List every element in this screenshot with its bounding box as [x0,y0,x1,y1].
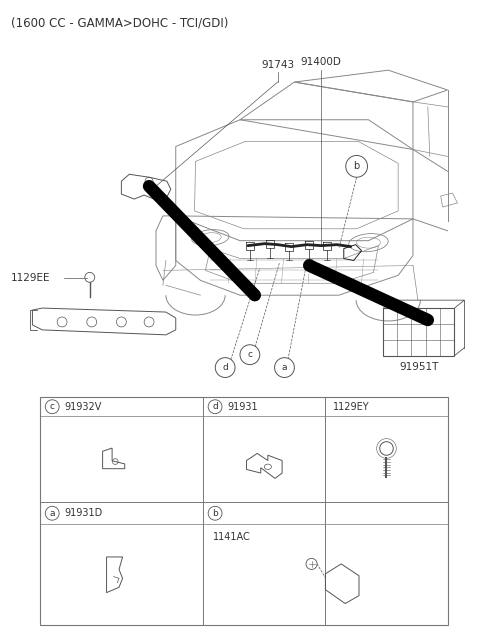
Bar [40,398,447,625]
Text: 91743: 91743 [261,60,294,70]
Text: (1600 CC - GAMMA>DOHC - TCI/GDI): (1600 CC - GAMMA>DOHC - TCI/GDI) [11,16,228,30]
Text: 91931D: 91931D [64,508,102,518]
Text: b: b [353,161,360,171]
Text: d: d [212,402,218,411]
Text: a: a [282,363,287,372]
Text: c: c [50,402,55,411]
Bar [384,308,455,356]
Text: 1141AC: 1141AC [213,533,251,542]
Text: a: a [49,508,55,518]
Text: 91951T: 91951T [399,361,439,372]
Circle shape [240,345,260,365]
Text: 1129EE: 1129EE [11,273,50,283]
Circle shape [45,400,59,413]
Text: 91400D: 91400D [300,57,341,67]
Text: c: c [247,350,252,359]
Circle shape [275,358,294,377]
Circle shape [45,507,59,520]
Circle shape [208,400,222,413]
Text: 91932V: 91932V [64,402,101,411]
Text: 91931: 91931 [227,402,258,411]
Circle shape [208,507,222,520]
Text: b: b [212,508,218,518]
Circle shape [216,358,235,377]
Text: d: d [222,363,228,372]
Text: 1129EY: 1129EY [333,402,370,411]
